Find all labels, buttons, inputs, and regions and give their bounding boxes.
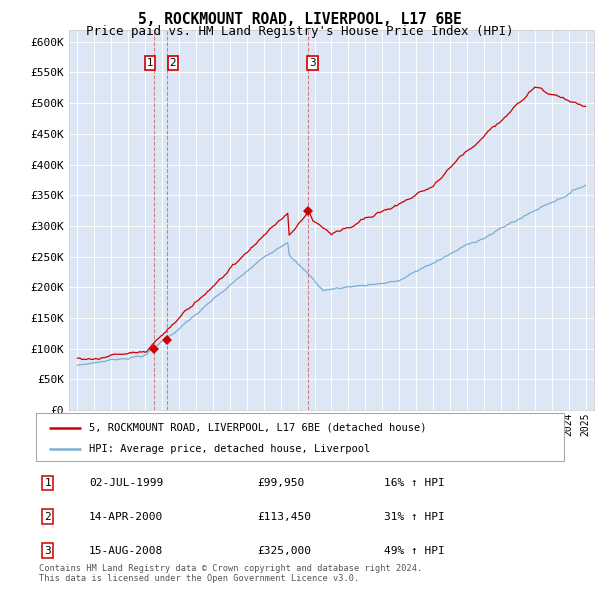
FancyBboxPatch shape <box>36 413 564 461</box>
Text: 49% ↑ HPI: 49% ↑ HPI <box>385 546 445 556</box>
Text: 1: 1 <box>146 58 153 68</box>
Text: £113,450: £113,450 <box>258 512 312 522</box>
Text: HPI: Average price, detached house, Liverpool: HPI: Average price, detached house, Live… <box>89 444 370 454</box>
Text: £325,000: £325,000 <box>258 546 312 556</box>
Text: 3: 3 <box>309 58 316 68</box>
Text: 5, ROCKMOUNT ROAD, LIVERPOOL, L17 6BE (detached house): 5, ROCKMOUNT ROAD, LIVERPOOL, L17 6BE (d… <box>89 422 426 432</box>
Text: 16% ↑ HPI: 16% ↑ HPI <box>385 478 445 488</box>
Text: 3: 3 <box>44 546 51 556</box>
Text: 2: 2 <box>44 512 51 522</box>
Text: 2: 2 <box>170 58 176 68</box>
Text: Price paid vs. HM Land Registry's House Price Index (HPI): Price paid vs. HM Land Registry's House … <box>86 25 514 38</box>
Text: 14-APR-2000: 14-APR-2000 <box>89 512 163 522</box>
Text: 15-AUG-2008: 15-AUG-2008 <box>89 546 163 556</box>
Text: 5, ROCKMOUNT ROAD, LIVERPOOL, L17 6BE: 5, ROCKMOUNT ROAD, LIVERPOOL, L17 6BE <box>138 12 462 27</box>
Text: £99,950: £99,950 <box>258 478 305 488</box>
Text: 02-JUL-1999: 02-JUL-1999 <box>89 478 163 488</box>
Text: 1: 1 <box>44 478 51 488</box>
Text: 31% ↑ HPI: 31% ↑ HPI <box>385 512 445 522</box>
Text: Contains HM Land Registry data © Crown copyright and database right 2024.
This d: Contains HM Land Registry data © Crown c… <box>39 563 422 583</box>
